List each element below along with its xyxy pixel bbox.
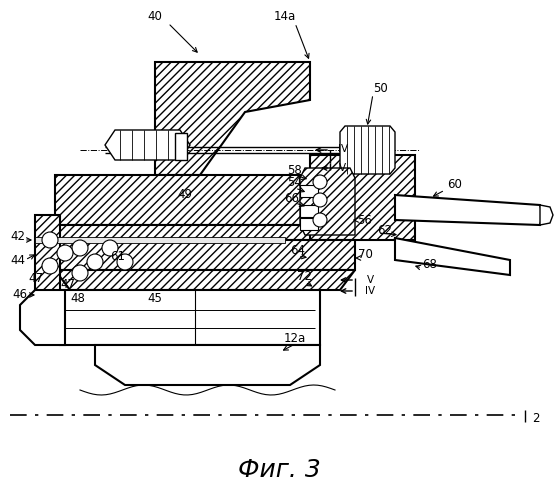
Polygon shape [95, 345, 320, 385]
Bar [300, 185, 318, 197]
Text: V: V [367, 275, 373, 285]
Text: 47: 47 [28, 272, 44, 284]
Bar [35, 237, 285, 243]
Text: 72: 72 [297, 270, 312, 283]
Polygon shape [310, 155, 415, 240]
Circle shape [313, 175, 327, 189]
Text: 14a: 14a [274, 10, 296, 24]
Text: IV: IV [365, 286, 375, 296]
Polygon shape [105, 130, 190, 160]
Text: 49: 49 [177, 188, 193, 202]
Polygon shape [540, 205, 553, 225]
Polygon shape [55, 225, 355, 240]
Text: 2: 2 [532, 412, 540, 424]
Circle shape [72, 240, 88, 256]
Text: 66: 66 [285, 192, 300, 204]
Text: Фиг. 3: Фиг. 3 [238, 458, 320, 482]
Polygon shape [35, 215, 60, 295]
Polygon shape [55, 240, 355, 270]
Circle shape [117, 254, 133, 270]
Text: 61: 61 [110, 250, 126, 262]
Text: 45: 45 [147, 292, 162, 304]
Polygon shape [395, 238, 510, 275]
Polygon shape [55, 270, 355, 290]
Polygon shape [55, 175, 355, 225]
Bar [60, 290, 320, 345]
Text: 58: 58 [287, 164, 302, 176]
Polygon shape [395, 195, 543, 225]
Text: IV: IV [338, 144, 348, 154]
Text: 40: 40 [147, 10, 162, 24]
Bar [300, 205, 318, 217]
Text: 60: 60 [448, 178, 463, 192]
Text: 70: 70 [358, 248, 372, 262]
Text: 47: 47 [60, 278, 75, 291]
Text: 50: 50 [373, 82, 387, 94]
Circle shape [72, 265, 88, 281]
Text: 56: 56 [358, 214, 372, 226]
Polygon shape [20, 290, 65, 345]
Polygon shape [155, 62, 310, 175]
Circle shape [313, 213, 327, 227]
Circle shape [87, 254, 103, 270]
Text: 12a: 12a [284, 332, 306, 344]
Text: 48: 48 [70, 292, 85, 304]
Text: 44: 44 [11, 254, 26, 266]
Circle shape [42, 258, 58, 274]
Text: 54: 54 [287, 176, 302, 190]
Polygon shape [340, 126, 395, 174]
Text: 46: 46 [12, 288, 27, 302]
Text: 68: 68 [422, 258, 437, 272]
Circle shape [313, 193, 327, 207]
Text: V: V [339, 163, 345, 173]
Circle shape [57, 245, 73, 261]
Text: 64: 64 [291, 244, 305, 256]
Polygon shape [300, 168, 355, 235]
Text: 42: 42 [11, 230, 26, 243]
Text: 62: 62 [378, 224, 392, 236]
Circle shape [42, 232, 58, 248]
Circle shape [102, 240, 118, 256]
Bar [175, 133, 187, 160]
Bar [300, 218, 318, 230]
